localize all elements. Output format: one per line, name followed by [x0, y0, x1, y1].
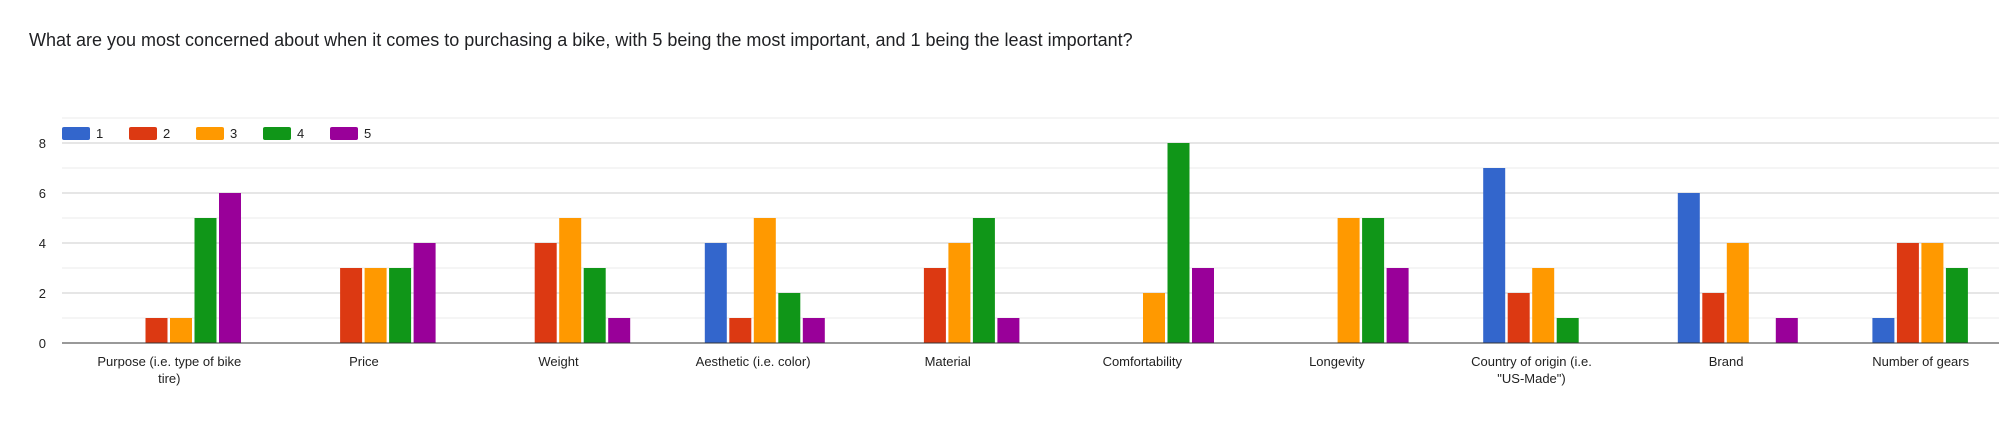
- x-tick-label: Purpose (i.e. type of bike tire): [97, 354, 241, 386]
- bar-series-3: [559, 218, 582, 343]
- y-tick-label: 2: [39, 286, 46, 301]
- x-tick-label: Material: [925, 354, 971, 369]
- bar-series-3: [1337, 218, 1360, 343]
- bar-series-4: [972, 218, 995, 343]
- x-tick-label: Price: [349, 354, 379, 369]
- legend-swatch: [196, 127, 224, 140]
- bar-series-5: [997, 318, 1020, 343]
- x-tick-label: Country of origin (i.e. "US-Made"): [1471, 354, 1592, 386]
- legend-label: 3: [230, 126, 237, 141]
- legend-item: 2: [129, 126, 170, 141]
- bar-series-3: [1921, 243, 1944, 343]
- bar-series-2: [923, 268, 946, 343]
- bar-series-1: [1872, 318, 1895, 343]
- bar-series-2: [340, 268, 363, 343]
- bar-series-4: [1556, 318, 1579, 343]
- x-tick-label: Comfortability: [1103, 354, 1183, 369]
- bar-series-2: [145, 318, 168, 343]
- bar-series-4: [1945, 268, 1968, 343]
- bar-series-3: [948, 243, 971, 343]
- bar-series-5: [802, 318, 825, 343]
- bar-series-2: [1507, 293, 1530, 343]
- legend-item: 5: [330, 126, 371, 141]
- x-tick-label: Aesthetic (i.e. color): [696, 354, 811, 369]
- bar-series-4: [778, 293, 801, 343]
- bar-series-2: [534, 243, 557, 343]
- bar-series-1: [704, 243, 727, 343]
- bar-series-5: [219, 193, 241, 343]
- y-tick-label: 8: [39, 136, 46, 151]
- legend-label: 4: [297, 126, 304, 141]
- legend-label: 5: [364, 126, 371, 141]
- x-tick-label: Longevity: [1309, 354, 1365, 369]
- chart-title: What are you most concerned about when i…: [29, 30, 1133, 50]
- bar-series-5: [608, 318, 631, 343]
- bar-series-3: [1726, 243, 1749, 343]
- x-tick-label: Weight: [538, 354, 579, 369]
- y-tick-label: 0: [39, 336, 46, 351]
- bar-series-2: [1702, 293, 1725, 343]
- bar-series-3: [1532, 268, 1555, 343]
- y-tick-label: 6: [39, 186, 46, 201]
- bar-series-5: [1192, 268, 1214, 343]
- bar-series-4: [1362, 218, 1385, 343]
- legend-label: 1: [96, 126, 103, 141]
- legend-swatch: [263, 127, 291, 140]
- legend-swatch: [330, 127, 358, 140]
- legend-item: 1: [62, 126, 103, 141]
- bar-series-5: [413, 243, 436, 343]
- gridlines: [62, 117, 1999, 319]
- bar-series-4: [1167, 143, 1190, 343]
- legend-label: 2: [163, 126, 170, 141]
- x-axis-labels: Purpose (i.e. type of bike tire) Price Weig…: [97, 354, 1969, 386]
- legend-swatch: [62, 127, 90, 140]
- bars: [145, 143, 1968, 343]
- x-tick-label: Number of gears: [1872, 354, 1969, 369]
- bar-series-1: [1677, 193, 1700, 343]
- legend: 1 2 3 4 5: [62, 126, 371, 141]
- legend-swatch: [129, 127, 157, 140]
- bar-series-3: [364, 268, 387, 343]
- bar-series-1: [1483, 168, 1506, 343]
- legend-item: 3: [196, 126, 237, 141]
- bar-series-4: [583, 268, 606, 343]
- bar-series-2: [1896, 243, 1919, 343]
- bar-series-4: [389, 268, 412, 343]
- y-axis-ticks: 0 2 4 6 8: [39, 136, 46, 351]
- legend-item: 4: [263, 126, 304, 141]
- bar-series-5: [1775, 318, 1798, 343]
- bar-series-5: [1386, 268, 1409, 343]
- bar-series-2: [729, 318, 752, 343]
- bar-series-4: [194, 218, 217, 343]
- bar-series-3: [1143, 293, 1165, 343]
- x-tick-label: Brand: [1709, 354, 1744, 369]
- bar-series-3: [753, 218, 776, 343]
- bar-series-3: [170, 318, 192, 343]
- y-tick-label: 4: [39, 236, 46, 251]
